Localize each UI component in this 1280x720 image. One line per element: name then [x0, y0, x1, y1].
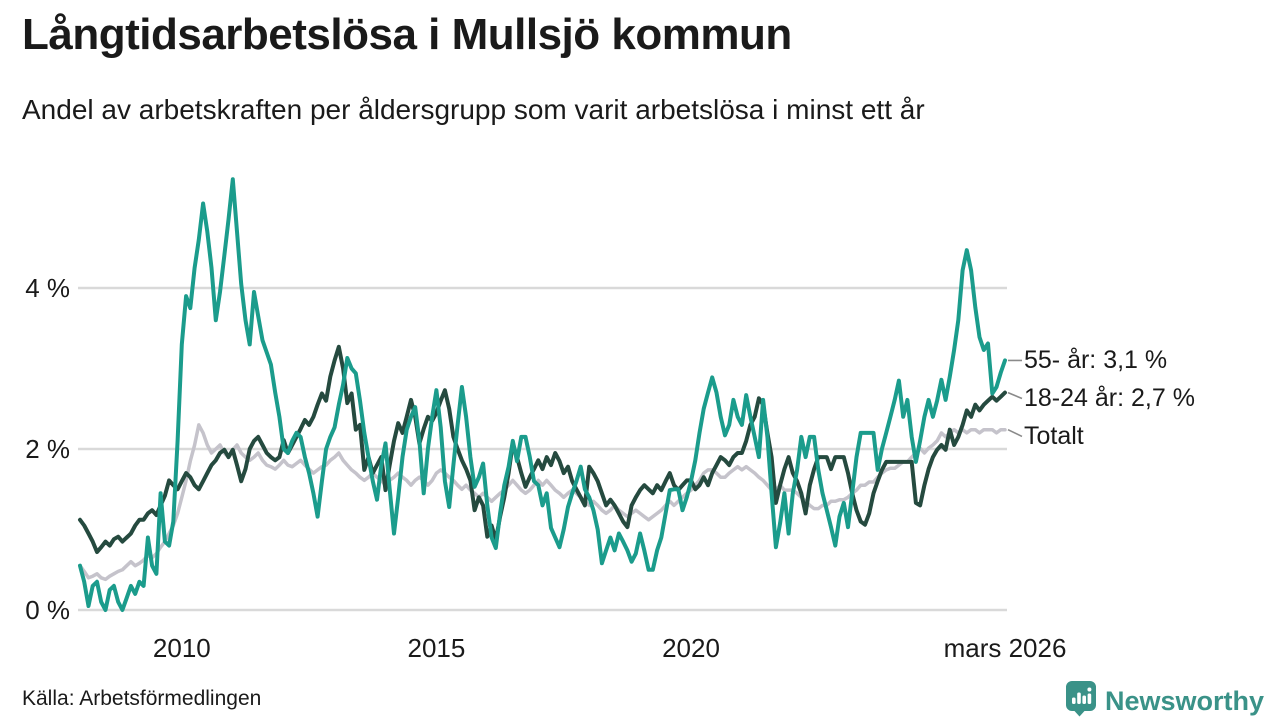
x-axis-tick-label: 2020: [662, 633, 720, 663]
legend-connector-18-24-ar: [1007, 391, 1023, 400]
bar-chart-speech-pin-icon: [1065, 680, 1097, 720]
chart-subtitle: Andel av arbetskraften per åldersgrupp s…: [22, 94, 925, 125]
y-axis-tick-label: 4 %: [25, 273, 70, 303]
series-line-18-24-ar: [78, 344, 1007, 554]
x-axis-tick-label: 2010: [152, 633, 211, 663]
series-end-label-55-ar: 55- år: 3,1 %: [1024, 346, 1168, 375]
legend-connector-totalt: [1007, 428, 1023, 438]
source-note: Källa: Arbetsförmedlingen: [22, 687, 262, 710]
newsworthy-wordmark: Newsworthy: [1104, 685, 1264, 716]
y-axis-tick-label: 2 %: [25, 434, 70, 464]
series-end-label-18-24-ar: 18-24 år: 2,7 %: [1024, 384, 1195, 413]
newsworthy-logo: Newsworthy: [1065, 680, 1264, 720]
x-axis-tick-label: mars 2026: [943, 633, 1067, 663]
x-axis-tick-label: 2015: [407, 633, 466, 663]
chart-title: Långtidsarbetslösa i Mullsjö kommun: [22, 10, 792, 59]
series-line-55-ar: [78, 177, 1007, 612]
series-end-label-totalt: Totalt: [1024, 422, 1084, 451]
y-axis-tick-label: 0 %: [25, 595, 70, 625]
